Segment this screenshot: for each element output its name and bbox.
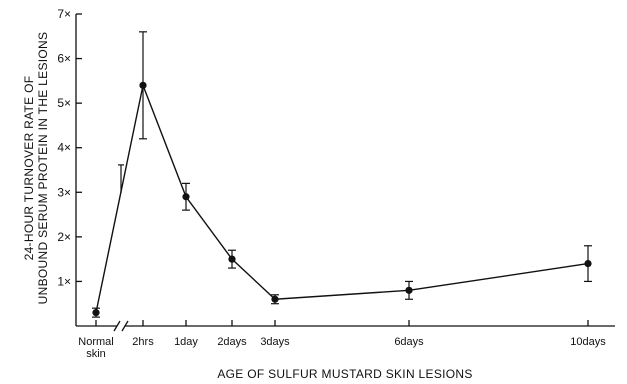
y-tick-label-3: 3× xyxy=(57,185,71,199)
ticks: 1× 2× 3× 4× 5× 6× 7× Normal skin 2hrs 1day 2days 3da… xyxy=(57,7,606,360)
x-tick-label-6-line-0: 10days xyxy=(570,336,606,348)
x-tick-label-4: 3days xyxy=(260,336,290,348)
x-axis-break-mark-1 xyxy=(113,320,121,332)
data-point-6 xyxy=(584,260,592,268)
y-tick-label-4: 4× xyxy=(57,141,71,155)
x-axis-title: AGE OF SULFUR MUSTARD SKIN LESIONS xyxy=(217,367,472,381)
x-tick-label-6: 10days xyxy=(570,336,606,348)
data-point-5 xyxy=(405,286,413,294)
y-tick-label-1: 1× xyxy=(57,274,71,288)
x-tick-label-0: Normal skin xyxy=(78,336,113,360)
series-line xyxy=(95,82,589,313)
data-point-0 xyxy=(92,309,100,317)
axes xyxy=(75,14,615,332)
y-tick-label-7: 7× xyxy=(57,7,71,21)
data-point-1 xyxy=(139,81,147,89)
data-point-3 xyxy=(228,255,236,263)
data-point-2 xyxy=(182,193,190,201)
x-tick-label-0-line-0: Normal xyxy=(78,336,113,348)
x-tick-label-1: 2hrs xyxy=(132,336,154,348)
y-axis-title-line-1: 24-HOUR TURNOVER RATE OF xyxy=(22,76,36,261)
y-tick-label-6: 6× xyxy=(57,52,71,66)
data-series xyxy=(92,31,592,318)
y-axis-title: 24-HOUR TURNOVER RATE OF UNBOUND SERUM P… xyxy=(22,32,50,305)
x-tick-label-1-line-0: 2hrs xyxy=(132,336,154,348)
x-tick-label-3: 2days xyxy=(217,336,247,348)
x-tick-label-3-line-0: 2days xyxy=(217,336,247,348)
data-point-4 xyxy=(271,295,279,303)
x-tick-label-5: 6days xyxy=(394,336,424,348)
x-tick-label-0-line-1: skin xyxy=(86,348,106,360)
x-tick-label-2-line-0: 1day xyxy=(174,336,198,348)
x-axis-break-mark-2 xyxy=(121,320,129,332)
x-tick-label-2: 1day xyxy=(174,336,198,348)
y-axis-title-line-2: UNBOUND SERUM PROTEIN IN THE LESIONS xyxy=(36,32,50,305)
y-tick-label-5: 5× xyxy=(57,96,71,110)
x-tick-label-5-line-0: 6days xyxy=(394,336,424,348)
x-tick-label-4-line-0: 3days xyxy=(260,336,290,348)
y-tick-label-2: 2× xyxy=(57,230,71,244)
